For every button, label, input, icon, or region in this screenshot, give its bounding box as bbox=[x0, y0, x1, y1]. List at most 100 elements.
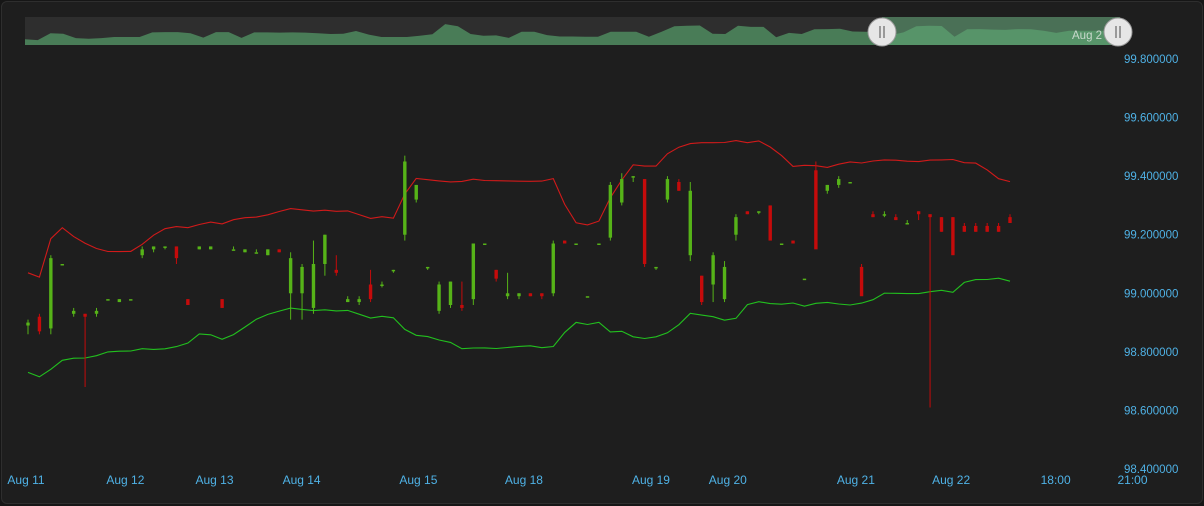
candle-down[interactable] bbox=[699, 275, 704, 305]
candle-up[interactable] bbox=[49, 255, 53, 335]
navigator-left-handle[interactable] bbox=[867, 17, 897, 47]
candle-down[interactable] bbox=[894, 214, 898, 221]
candle-up[interactable] bbox=[448, 281, 453, 308]
candle-up[interactable] bbox=[414, 184, 418, 203]
candle-up[interactable] bbox=[631, 176, 635, 182]
candle-up[interactable] bbox=[106, 299, 110, 301]
candle-down[interactable] bbox=[928, 214, 932, 408]
candle-down[interactable] bbox=[220, 299, 224, 308]
candle-up[interactable] bbox=[197, 246, 201, 250]
candle-up[interactable] bbox=[654, 266, 658, 270]
candle-down[interactable] bbox=[962, 223, 967, 232]
candle-up[interactable] bbox=[608, 182, 613, 241]
candle-up[interactable] bbox=[688, 182, 692, 262]
candle-up[interactable] bbox=[231, 246, 236, 251]
candle-down[interactable] bbox=[460, 281, 464, 311]
candle-up[interactable] bbox=[311, 240, 316, 314]
candle-up[interactable] bbox=[825, 184, 830, 194]
candle-up[interactable] bbox=[140, 246, 144, 259]
candle-up[interactable] bbox=[722, 261, 727, 303]
candle-up[interactable] bbox=[323, 234, 327, 276]
candle-up[interactable] bbox=[437, 281, 441, 314]
candle-down[interactable] bbox=[859, 264, 864, 297]
candle-up[interactable] bbox=[288, 252, 293, 320]
candle-up[interactable] bbox=[380, 281, 384, 288]
candle-up[interactable] bbox=[26, 319, 30, 335]
candle-up[interactable] bbox=[425, 266, 430, 270]
candle-down[interactable] bbox=[562, 240, 567, 244]
candle-down[interactable] bbox=[951, 217, 955, 256]
candle-down[interactable] bbox=[916, 211, 921, 221]
candle-down[interactable] bbox=[368, 269, 373, 303]
candle-up[interactable] bbox=[391, 269, 396, 273]
candle-down[interactable] bbox=[528, 293, 533, 297]
candle-up[interactable] bbox=[346, 296, 350, 303]
x-tick-label: Aug 11 bbox=[7, 473, 44, 487]
candle-up[interactable] bbox=[71, 307, 76, 317]
candle-up[interactable] bbox=[882, 211, 887, 218]
y-axis: 98.400000 98.600000 98.800000 99.000000 99.2… bbox=[1124, 54, 1178, 476]
candle-down[interactable] bbox=[996, 223, 1001, 232]
candle-down[interactable] bbox=[814, 161, 818, 250]
candle-up[interactable] bbox=[254, 249, 259, 254]
candle-up[interactable] bbox=[585, 296, 590, 298]
candle-down[interactable] bbox=[677, 179, 681, 191]
candle-body bbox=[403, 161, 407, 235]
candle-down[interactable] bbox=[1008, 214, 1012, 223]
candle-down[interactable] bbox=[540, 293, 544, 300]
candle-body bbox=[745, 211, 750, 215]
candle-down[interactable] bbox=[186, 299, 190, 305]
candle-up[interactable] bbox=[403, 155, 407, 241]
candle-up[interactable] bbox=[151, 246, 156, 253]
candle-up[interactable] bbox=[665, 176, 670, 203]
range-navigator[interactable]: Aug 2 bbox=[25, 17, 1133, 47]
candle-down[interactable] bbox=[277, 249, 281, 253]
candle-up[interactable] bbox=[757, 211, 761, 215]
candle-down[interactable] bbox=[791, 240, 795, 244]
candle-up[interactable] bbox=[163, 246, 167, 250]
candle-down[interactable] bbox=[745, 211, 750, 215]
candle-down[interactable] bbox=[83, 313, 87, 387]
candle-body bbox=[574, 243, 578, 245]
candle-up[interactable] bbox=[471, 243, 476, 306]
candle-up[interactable] bbox=[208, 246, 213, 250]
candle-down[interactable] bbox=[985, 223, 989, 232]
candle-body bbox=[368, 284, 373, 300]
candle-up[interactable] bbox=[483, 243, 487, 246]
candle-up[interactable] bbox=[597, 243, 601, 246]
candle-up[interactable] bbox=[94, 307, 99, 317]
candle-up[interactable] bbox=[243, 249, 247, 253]
candle-down[interactable] bbox=[871, 211, 875, 218]
candle-up[interactable] bbox=[837, 176, 841, 188]
candle-down[interactable] bbox=[334, 255, 339, 276]
candle-up[interactable] bbox=[574, 243, 578, 246]
candle-up[interactable] bbox=[300, 264, 304, 320]
candle-up[interactable] bbox=[60, 264, 64, 266]
candle-down[interactable] bbox=[974, 223, 978, 232]
candle-up[interactable] bbox=[266, 249, 270, 256]
navigator-right-handle[interactable] bbox=[1103, 17, 1133, 47]
candle-up[interactable] bbox=[779, 243, 784, 246]
candle-down[interactable] bbox=[768, 205, 772, 241]
candle-down[interactable] bbox=[37, 313, 42, 335]
candle-up[interactable] bbox=[129, 299, 133, 301]
candle-up[interactable] bbox=[620, 173, 624, 206]
candle-up[interactable] bbox=[517, 293, 521, 300]
candle-up[interactable] bbox=[905, 220, 909, 225]
candle-up[interactable] bbox=[711, 252, 715, 303]
candle-body bbox=[642, 179, 647, 264]
candle-up[interactable] bbox=[505, 272, 510, 300]
candle-down[interactable] bbox=[642, 179, 647, 267]
candles bbox=[26, 155, 1012, 408]
candle-up[interactable] bbox=[357, 296, 361, 305]
candle-up[interactable] bbox=[117, 299, 122, 303]
candle-down[interactable] bbox=[939, 217, 944, 232]
candle-up[interactable] bbox=[551, 240, 555, 297]
candle-down[interactable] bbox=[174, 246, 179, 264]
navigator-selection[interactable] bbox=[882, 17, 1120, 45]
candle-down[interactable] bbox=[494, 269, 498, 282]
candle-up[interactable] bbox=[848, 182, 852, 184]
candle-up[interactable] bbox=[734, 214, 738, 241]
candle-up[interactable] bbox=[802, 278, 807, 281]
